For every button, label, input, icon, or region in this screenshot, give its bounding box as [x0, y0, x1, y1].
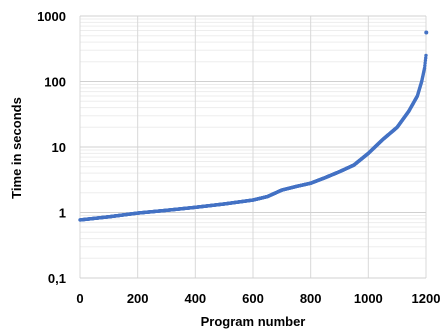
x-tick-label: 1200: [412, 291, 441, 306]
y-tick-label: 1000: [37, 9, 66, 24]
y-tick-labels: 0,1 1 10 100 1000: [37, 9, 66, 286]
x-tick-label: 400: [184, 291, 206, 306]
x-tick-labels: 0 200 400 600 800 1000 1200: [76, 291, 440, 306]
data-point: [424, 53, 428, 58]
outlier-point: [424, 30, 429, 35]
data-point: [424, 56, 428, 60]
x-tick-label: 1000: [354, 291, 383, 306]
y-tick-label: 1: [59, 206, 66, 221]
x-tick-label: 600: [242, 291, 264, 306]
x-axis-label: Program number: [201, 314, 306, 329]
x-tick-label: 0: [76, 291, 83, 306]
y-tick-label: 10: [52, 140, 66, 155]
x-tick-label: 200: [127, 291, 149, 306]
data-point: [422, 66, 427, 70]
data-points: [78, 30, 429, 222]
y-axis-label: Time in seconds: [9, 97, 24, 199]
y-tick-label: 100: [44, 75, 66, 90]
gridlines: [79, 15, 427, 279]
data-point: [423, 61, 427, 65]
y-tick-label: 0,1: [48, 271, 66, 286]
data-point: [423, 63, 427, 68]
x-tick-label: 800: [300, 291, 322, 306]
data-point: [423, 58, 428, 63]
